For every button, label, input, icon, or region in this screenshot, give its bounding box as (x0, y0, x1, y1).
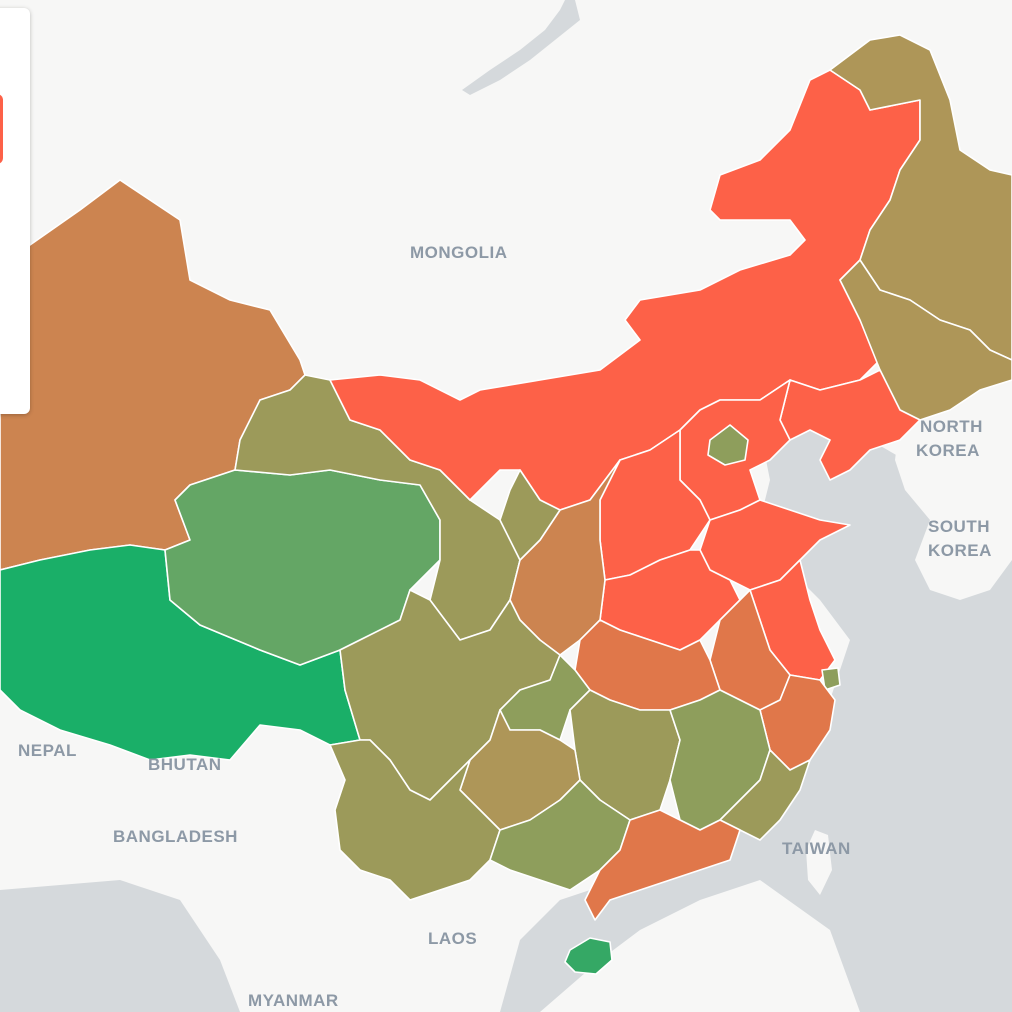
label-south-korea-line2: KOREA (928, 541, 992, 560)
label-bangladesh: BANGLADESH (113, 827, 238, 846)
label-taiwan: TAIWAN (782, 839, 851, 858)
region-hainan[interactable] (564, 937, 613, 975)
label-nepal: NEPAL (18, 741, 77, 760)
sea-bay-of-bengal (0, 880, 240, 1012)
region-shanghai[interactable] (821, 667, 841, 691)
label-bhutan: BHUTAN (148, 755, 222, 774)
label-north-korea-line2: KOREA (916, 441, 980, 460)
region-liaoning[interactable] (779, 369, 921, 481)
label-laos: LAOS (428, 929, 477, 948)
region-beijing[interactable] (707, 424, 749, 466)
korea-land (895, 380, 1012, 600)
legend-color-tab[interactable] (0, 94, 3, 164)
label-north-korea-line1: NORTH (920, 417, 983, 436)
region-ningxia[interactable] (499, 469, 561, 561)
taiwan-land (806, 830, 832, 895)
label-myanmar: MYANMAR (248, 991, 339, 1010)
label-mongolia: MONGOLIA (410, 243, 508, 262)
legend-panel[interactable] (0, 8, 30, 414)
region-guangdong[interactable] (584, 809, 741, 921)
label-south-korea-line1: SOUTH (928, 517, 990, 536)
lake-baikal (462, 0, 580, 95)
sea-east (500, 420, 1012, 1012)
